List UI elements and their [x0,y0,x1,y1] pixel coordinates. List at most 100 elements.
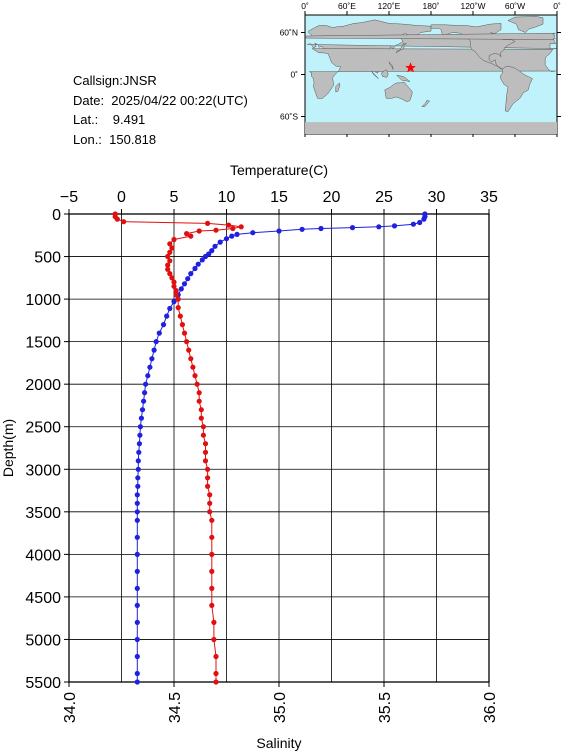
depth-tick-label: 3000 [25,462,61,479]
salinity-point [202,441,209,447]
depth-tick-label: 1500 [25,335,61,352]
temperature-point [318,225,324,232]
salinity-point [169,245,175,251]
temperature-point [135,483,141,489]
salinity-point [181,330,188,336]
salinity-point [209,585,215,592]
location-map: 0˚ 60˚E 120˚E 180˚ 120˚W 60˚W 0˚ 60˚N 0˚ 60˚S [280,1,561,137]
bottom-axis-label: Salinity [256,735,301,751]
station-marker [405,62,416,73]
salinity-point [188,356,194,362]
depth-tick-label: 3500 [25,505,61,522]
temperature-point [171,299,177,305]
salinity-point [205,475,211,481]
salinity-point [167,241,173,247]
salinity-point [207,500,213,506]
salinity-point [209,534,215,540]
map-lon-label: 0˚ [301,1,309,11]
map-lon-label: 0˚ [553,1,561,11]
temperature-point [143,381,149,387]
salinity-point [209,602,215,609]
temperature-point [134,551,140,558]
temperature-point [139,407,146,413]
salinity-point [202,449,209,455]
grid-lines [68,213,490,683]
top-tick-label: −5 [60,189,78,206]
temperature-point [209,248,215,254]
top-tick-label: 10 [218,189,236,206]
depth-tick-label: 5000 [25,632,61,649]
temperature-point [136,449,142,455]
salinity-point [211,619,217,626]
salinity-point [209,517,215,523]
temperature-point [410,221,416,227]
temperature-line [136,214,426,682]
depth-tick-label: 500 [34,250,61,267]
temperature-point [137,432,143,438]
salinity-point [175,305,181,311]
temperature-point [206,251,212,257]
salinity-point [173,288,179,294]
temperature-point [234,231,240,237]
depth-tick-label: 0 [52,207,61,224]
map-labels: 0˚ 60˚E 120˚E 180˚ 120˚W 60˚W 0˚ 60˚N 0˚ 60˚S [280,1,561,122]
salinity-point [209,568,215,575]
latitude-text: Lat.: 9.491 [73,112,146,127]
salinity-point [211,636,217,643]
temperature-point [141,398,147,404]
date-text: Date: 2025/04/22 00:22(UTC) [73,92,248,108]
temperature-point [160,322,167,328]
salinity-point [194,381,200,387]
salinity-point [198,407,204,413]
temperature-point [217,239,223,245]
salinity-point [188,233,194,239]
salinity-point [165,253,171,260]
salinity-point [207,509,213,515]
temperature-point [391,223,398,229]
salinity-point [213,653,219,660]
temperature-point [142,390,148,396]
temperature-point [181,281,188,287]
plot-frame [68,213,490,683]
temperature-point [134,679,140,685]
temperature-point [422,214,428,220]
top-tick-label: 5 [170,189,179,206]
salinity-point [114,216,120,222]
salinity-point [167,271,173,277]
temperature-point [134,509,140,515]
salinity-point [202,458,209,464]
temperature-point [134,619,140,626]
salinity-point [205,466,211,472]
bottom-ticks: 34.0 34.5 35.0 35.5 36.0 [62,682,499,723]
salinity-point [169,275,175,281]
temperature-point [134,492,140,498]
salinity-point [192,373,198,379]
top-tick-label: 35 [480,189,498,206]
temperature-point [199,257,205,263]
bottom-tick-label: 34.0 [62,692,79,723]
salinity-point [184,231,190,237]
map-lon-label: 180˚ [422,1,439,11]
temperature-point [134,670,140,677]
depth-tick-label: 5500 [25,675,61,692]
bottom-tick-label: 36.0 [482,692,499,723]
left-ticks: 0 500 1000 1500 2000 2500 3000 3500 4000 4500 5000… [25,207,69,692]
temperature-point [149,356,155,362]
salinity-point [167,258,173,264]
map-lat-label: 0˚ [290,70,298,80]
top-axis-label: Temperature(C) [230,162,328,178]
temperature-point [135,466,141,472]
map-land [304,16,557,134]
bottom-tick-label: 35.0 [272,692,289,723]
salinity-point [112,214,118,220]
salinity-point [165,262,171,268]
map-lat-label: 60˚N [280,28,298,38]
salinity-point [200,424,206,430]
temperature-point [156,330,162,336]
salinity-point [190,364,196,370]
top-tick-label: 0 [117,189,126,206]
temperature-point [178,286,184,292]
temperature-point [135,475,141,481]
salinity-point [177,313,183,319]
salinity-point [171,283,177,289]
